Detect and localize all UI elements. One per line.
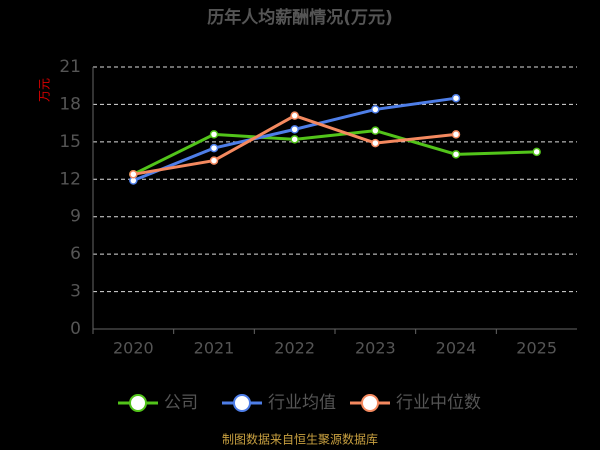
legend-label: 公司 — [164, 393, 198, 413]
legend-label: 行业均值 — [268, 393, 336, 413]
x-tick-label: 2022 — [274, 339, 315, 358]
data-point — [451, 150, 461, 159]
y-tick-label: 3 — [70, 282, 81, 302]
source-note: 制图数据来自恒生聚源数据库 — [222, 432, 378, 447]
y-tick-label: 9 — [70, 207, 81, 227]
data-point — [371, 138, 380, 148]
data-point — [129, 170, 138, 179]
y-tick-label: 18 — [59, 94, 81, 114]
data-point — [451, 93, 461, 103]
y-tick-label: 12 — [59, 169, 81, 189]
y-tick-label: 21 — [59, 57, 81, 77]
data-point — [209, 156, 219, 165]
data-point — [290, 111, 299, 120]
data-point — [371, 105, 380, 114]
data-point — [371, 126, 380, 135]
data-point — [290, 135, 299, 144]
x-tick-label: 2024 — [436, 339, 477, 358]
legend-marker — [361, 394, 379, 412]
legend-marker — [129, 394, 147, 412]
data-point — [532, 147, 541, 157]
x-tick-label: 2021 — [194, 339, 235, 358]
x-tick-label: 2025 — [516, 339, 557, 358]
y-axis-label: 万元 — [38, 78, 52, 102]
y-tick-label: 15 — [59, 132, 81, 152]
x-tick-label: 2020 — [113, 339, 154, 358]
series-line — [132, 129, 537, 176]
data-point — [451, 130, 461, 139]
data-point — [290, 125, 299, 134]
legend-label: 行业中位数 — [396, 393, 481, 413]
data-point — [209, 143, 219, 153]
chart-title: 历年人均薪酬情况(万元) — [207, 7, 393, 28]
legend-marker — [233, 394, 251, 412]
x-tick-label: 2023 — [355, 339, 396, 358]
y-tick-label: 0 — [70, 319, 81, 339]
y-tick-label: 6 — [70, 244, 81, 264]
data-point — [209, 130, 219, 139]
series-line — [133, 114, 457, 176]
